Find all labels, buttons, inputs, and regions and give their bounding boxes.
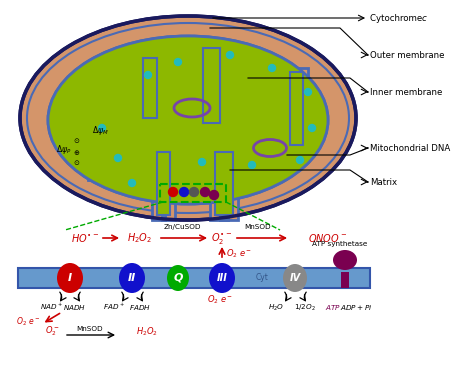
Circle shape [199,158,206,165]
Circle shape [304,89,311,96]
Polygon shape [290,72,303,145]
Text: Mitochondrial DNA: Mitochondrial DNA [370,143,450,152]
Ellipse shape [57,263,83,293]
Polygon shape [285,68,308,148]
Text: Zn/CuSOD: Zn/CuSOD [163,224,201,230]
Text: $NAD^+$: $NAD^+$ [40,302,64,312]
Text: Cytochrome: Cytochrome [370,13,425,22]
Bar [341,272,349,288]
Circle shape [248,162,255,169]
Circle shape [128,180,136,187]
Ellipse shape [283,264,307,292]
Polygon shape [138,55,162,120]
Text: $HO^{\bullet-}$: $HO^{\bullet-}$ [71,232,99,244]
Polygon shape [143,58,157,118]
Ellipse shape [119,263,145,293]
Text: $O_2\ e^-$: $O_2\ e^-$ [207,293,233,305]
Text: Matrix: Matrix [370,178,397,187]
Circle shape [210,191,219,200]
Bar [18,268,370,288]
Text: ⊕: ⊕ [73,150,79,156]
Text: $ADP+Pi$: $ADP+Pi$ [340,303,372,312]
Text: $H_2O_2$: $H_2O_2$ [136,325,158,338]
Text: $H_2O$: $H_2O$ [268,303,284,313]
Text: $NADH$: $NADH$ [64,303,87,312]
Circle shape [168,187,177,196]
Text: $ONOO^-$: $ONOO^-$ [308,232,347,244]
Ellipse shape [20,16,356,220]
Polygon shape [157,152,170,215]
Text: $1/2O_2$: $1/2O_2$ [294,303,316,313]
Text: MnSOD: MnSOD [245,224,271,230]
Text: $O_2\ e^-$: $O_2\ e^-$ [226,248,252,260]
Polygon shape [152,148,175,220]
Polygon shape [203,48,220,123]
Text: $FADH$: $FADH$ [129,303,151,312]
Text: $\Delta\psi_M$: $\Delta\psi_M$ [92,124,109,137]
Text: II: II [128,273,136,283]
Text: III: III [217,273,228,283]
Text: $\Delta\psi_P$: $\Delta\psi_P$ [56,143,72,156]
Ellipse shape [167,265,189,291]
Text: Inner membrane: Inner membrane [370,87,442,96]
Text: IV: IV [290,273,301,283]
Bar [160,184,226,202]
Circle shape [99,125,106,131]
Ellipse shape [48,36,328,204]
Text: Cyt: Cyt [255,274,268,283]
Circle shape [227,51,234,58]
Ellipse shape [333,250,357,270]
Text: I: I [68,273,72,283]
Circle shape [180,187,189,196]
Text: $O_2\ e^-$: $O_2\ e^-$ [16,316,40,328]
Text: $O_2^-$: $O_2^-$ [45,325,59,339]
Polygon shape [88,148,112,180]
Polygon shape [210,148,238,220]
Text: $H_2O_2$: $H_2O_2$ [128,231,153,245]
Circle shape [145,71,152,78]
Text: ⊙: ⊙ [73,138,79,144]
Text: Outer membrane: Outer membrane [370,51,445,60]
Ellipse shape [48,36,328,204]
Text: $O_2^{\bullet-}$: $O_2^{\bullet-}$ [211,230,233,245]
Text: c: c [422,13,427,22]
Circle shape [309,125,316,131]
Text: $ATP$: $ATP$ [325,303,341,312]
Text: Q: Q [173,273,183,283]
Circle shape [201,187,210,196]
Text: ATP synthetase: ATP synthetase [312,241,368,247]
Polygon shape [198,45,225,125]
Text: MnSOD: MnSOD [77,326,103,332]
Text: ⊙: ⊙ [73,160,79,166]
Text: $FAD^+$: $FAD^+$ [103,302,125,312]
Circle shape [115,154,121,162]
Circle shape [268,65,275,71]
Ellipse shape [27,23,349,213]
Circle shape [174,58,182,65]
Polygon shape [215,152,233,215]
Circle shape [190,187,199,196]
Circle shape [297,156,303,163]
Ellipse shape [209,263,235,293]
